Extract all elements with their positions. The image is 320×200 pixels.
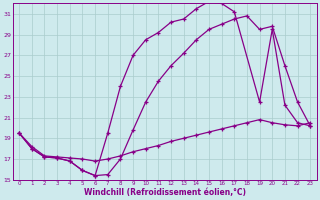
- X-axis label: Windchill (Refroidissement éolien,°C): Windchill (Refroidissement éolien,°C): [84, 188, 246, 197]
